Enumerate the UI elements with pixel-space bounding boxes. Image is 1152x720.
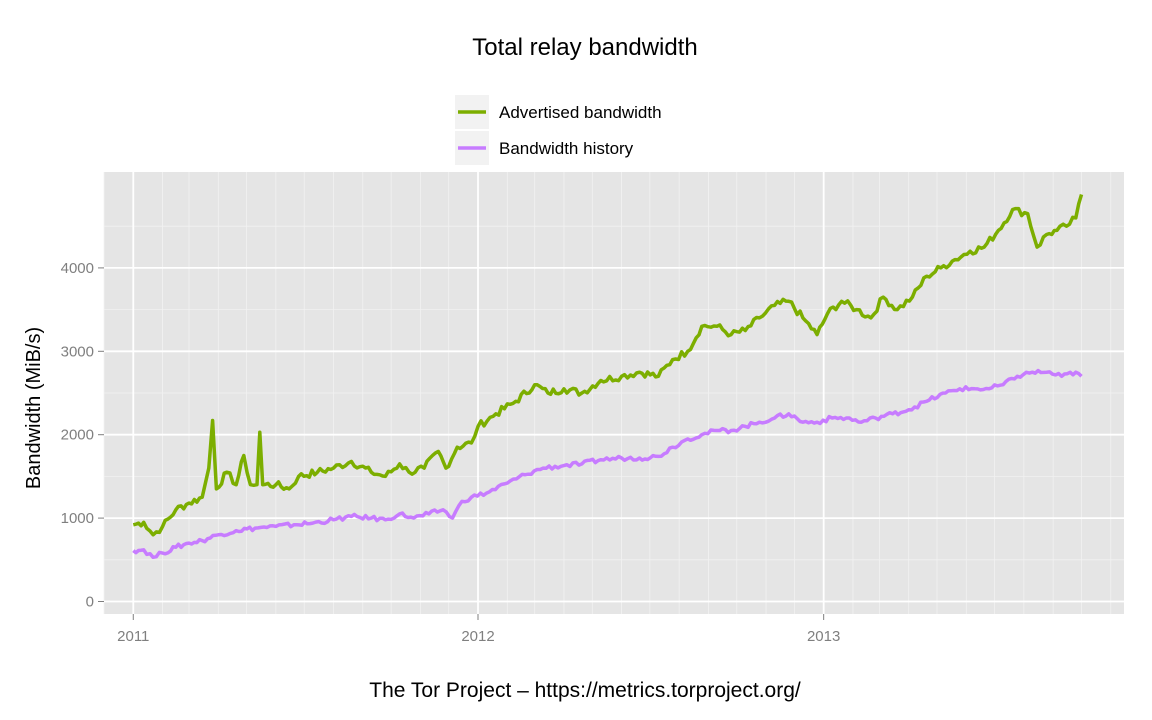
axes: 0 1000 2000 3000 4000 2011 2012 2013 bbox=[61, 260, 841, 645]
y-tick-label: 1000 bbox=[61, 510, 94, 527]
series-lines bbox=[132, 194, 1084, 560]
y-tick-label: 0 bbox=[86, 593, 94, 610]
x-tick-label: 2013 bbox=[807, 628, 840, 645]
x-tick-label: 2012 bbox=[461, 628, 494, 645]
chart-title: Total relay bandwidth bbox=[472, 34, 697, 61]
y-axis-label: Bandwidth (MiB/s) bbox=[23, 327, 45, 489]
series-line-advertised-bandwidth bbox=[132, 194, 1084, 537]
chart-caption: The Tor Project – https://metrics.torpro… bbox=[369, 679, 801, 702]
grid bbox=[103, 172, 1124, 614]
y-tick-label: 2000 bbox=[61, 427, 94, 444]
y-tick-label: 4000 bbox=[61, 260, 94, 277]
x-tick-label: 2011 bbox=[117, 628, 149, 645]
series-line-bandwidth-history bbox=[132, 368, 1083, 560]
legend-label: Advertised bandwidth bbox=[499, 103, 662, 122]
y-tick-label: 3000 bbox=[61, 343, 94, 360]
legend: Advertised bandwidth Bandwidth history bbox=[445, 90, 699, 172]
legend-label: Bandwidth history bbox=[499, 139, 634, 158]
